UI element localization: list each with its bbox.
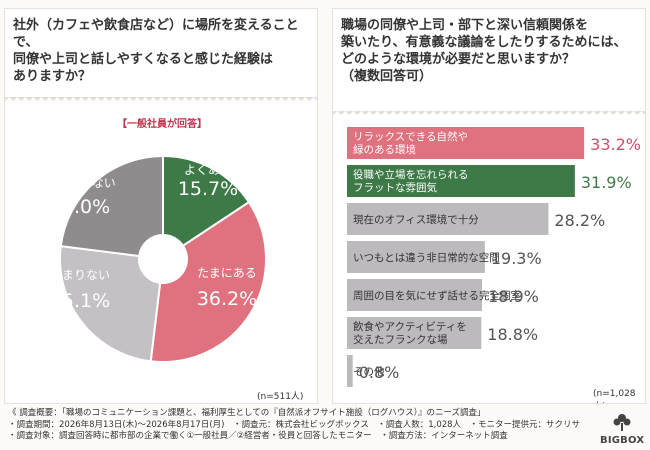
- pie-slice-value: 15.7%: [178, 178, 238, 200]
- bar-value: 28.2%: [554, 211, 605, 230]
- pie-slice-value: 36.2%: [197, 288, 257, 310]
- bar-label: リラックスできる自然や: [353, 130, 468, 143]
- bar-label: 役職や立場を忘れられる: [353, 168, 469, 181]
- bar-label: 現在のオフィス環境で十分: [353, 213, 479, 226]
- left-divider: [5, 97, 317, 105]
- right-question-text: 職場の同僚や上司・部下と深い信頼関係を 築いたり、有意義な議論をしたりするために…: [341, 18, 627, 84]
- survey-footer: 《 調査概要：「職場のコミュニケーション課題と、福利厚生としての『自然派オフサイ…: [8, 408, 580, 443]
- bar-label: 緑のある環境: [353, 143, 416, 156]
- left-sample-size: (n=511人): [257, 392, 304, 402]
- bar-value: 33.2%: [590, 135, 641, 154]
- bar: [347, 317, 482, 349]
- bar-label: いつもとは違う非日常的な空間: [353, 251, 500, 264]
- bar: [347, 355, 353, 387]
- bar-label: 飲食やアクティビティを: [353, 320, 467, 333]
- footer-line-2: ・調査期間：2026年8月13日(木)～2026年8月17日(月) ・調査元：株…: [8, 419, 581, 430]
- left-question-text: 社外（カフェや飲食店など）に場所を変えることで、 同僚や上司と話しやすくなると感…: [13, 18, 299, 84]
- pie-slice: [59, 244, 162, 363]
- bar-label: その他: [353, 365, 385, 378]
- pie-slice-label: まったくない: [44, 176, 116, 190]
- bar-value: 0.8%: [359, 363, 400, 382]
- bar: [347, 241, 485, 273]
- left-chart-panel: 社外（カフェや飲食店など）に場所を変えることで、 同僚や上司と話しやすくなると感…: [4, 8, 318, 404]
- bar-value: 19.3%: [491, 249, 542, 268]
- bar-value: 18.9%: [488, 287, 539, 306]
- bar: [347, 165, 575, 197]
- bar: [347, 127, 585, 159]
- pie-slice-label: よくある: [184, 163, 232, 177]
- bar-label: フラットな雰囲気: [353, 181, 437, 194]
- pie-slice-value: 23.0%: [50, 196, 110, 218]
- footer-line-3: ・調査対象：調査回答時に都市部の企業で働く①一般社員／②経営者・役員と回答したモ…: [8, 431, 508, 441]
- pie-slice-label: あまりない: [50, 268, 110, 282]
- right-sample-size: (n=1,028人): [593, 389, 636, 403]
- pie-slice: [59, 154, 164, 258]
- tree-logo-icon: [613, 414, 631, 431]
- respondent-label: 【一般社員が回答】: [117, 119, 207, 130]
- right-chart-panel: 職場の同僚や上司・部下と深い信頼関係を 築いたり、有意義な議論をしたりするために…: [332, 8, 646, 404]
- right-divider: [333, 111, 645, 119]
- bar-value: 31.9%: [581, 173, 632, 192]
- pie-center-hole: [140, 236, 186, 282]
- bar-value: 18.8%: [487, 325, 538, 344]
- bar-label: 交えたフランクな場: [353, 333, 448, 346]
- pie-slice-value: 25.1%: [50, 290, 110, 312]
- pie-slice: [149, 200, 267, 363]
- footer-line-1: 《 調査概要：「職場のコミュニケーション課題と、福利厚生としての『自然派オフサイ…: [8, 408, 486, 418]
- logo-text: BIGBOX: [600, 435, 645, 446]
- bar: [347, 279, 482, 311]
- bigbox-logo: BIGBOX: [600, 413, 644, 446]
- pie-slice-label: たまにある: [197, 266, 257, 280]
- bar-label: 周囲の目を気にせず話せる完全個室: [353, 289, 521, 302]
- bar: [347, 203, 549, 235]
- pie-slice: [162, 154, 251, 248]
